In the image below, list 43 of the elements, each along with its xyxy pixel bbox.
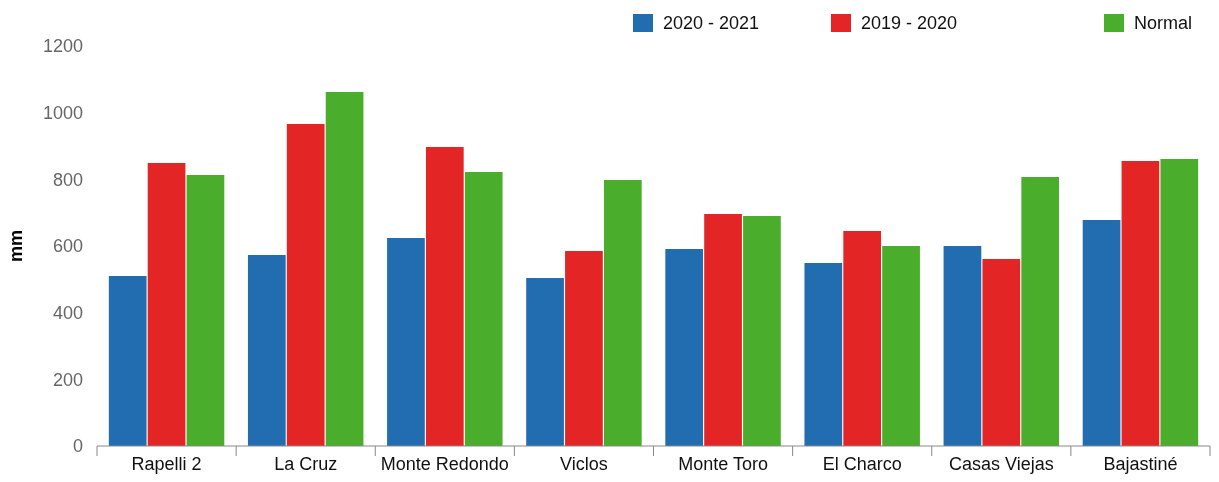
bar <box>565 251 603 446</box>
bar <box>882 246 920 446</box>
bar <box>286 124 325 446</box>
bar <box>464 172 503 446</box>
bar <box>387 238 425 446</box>
x-tick-label: Monte Toro <box>678 454 768 474</box>
bar <box>247 255 286 446</box>
bar <box>982 259 1021 446</box>
bar <box>843 231 882 446</box>
y-tick-label: 1200 <box>42 36 83 57</box>
y-tick-label: 1000 <box>42 102 83 123</box>
bar <box>526 278 564 446</box>
x-tick-label: El Charco <box>822 454 902 474</box>
bar <box>108 276 147 446</box>
x-tick-label: Casas Viejas <box>948 454 1054 474</box>
bar <box>1021 177 1060 446</box>
y-tick-label: 800 <box>52 169 83 190</box>
bar <box>325 92 364 446</box>
x-tick-label: Rapelli 2 <box>131 454 202 474</box>
bar <box>665 249 704 446</box>
y-axis-title: mm <box>6 229 26 263</box>
y-tick-label: 200 <box>52 369 83 390</box>
bar <box>147 163 186 446</box>
bar <box>743 216 781 446</box>
x-tick-label: Bajastiné <box>1103 454 1178 474</box>
x-tick-label: Viclos <box>560 454 608 474</box>
x-tick-label: Monte Redondo <box>380 454 509 474</box>
legend-label: Normal <box>1134 13 1193 34</box>
bar <box>425 147 464 446</box>
legend-label: 2019 - 2020 <box>861 13 958 34</box>
bar <box>943 246 982 446</box>
bar <box>186 175 225 446</box>
bar <box>1121 161 1160 446</box>
legend-label: 2020 - 2021 <box>663 13 760 34</box>
y-tick-label: 600 <box>52 236 83 257</box>
bar <box>704 214 742 446</box>
bar <box>804 263 843 446</box>
bar <box>1082 220 1121 446</box>
bar <box>1160 159 1199 446</box>
x-tick-label: La Cruz <box>274 454 338 474</box>
y-tick-label: 0 <box>72 436 83 457</box>
y-tick-label: 400 <box>52 302 83 323</box>
bar <box>603 180 642 446</box>
